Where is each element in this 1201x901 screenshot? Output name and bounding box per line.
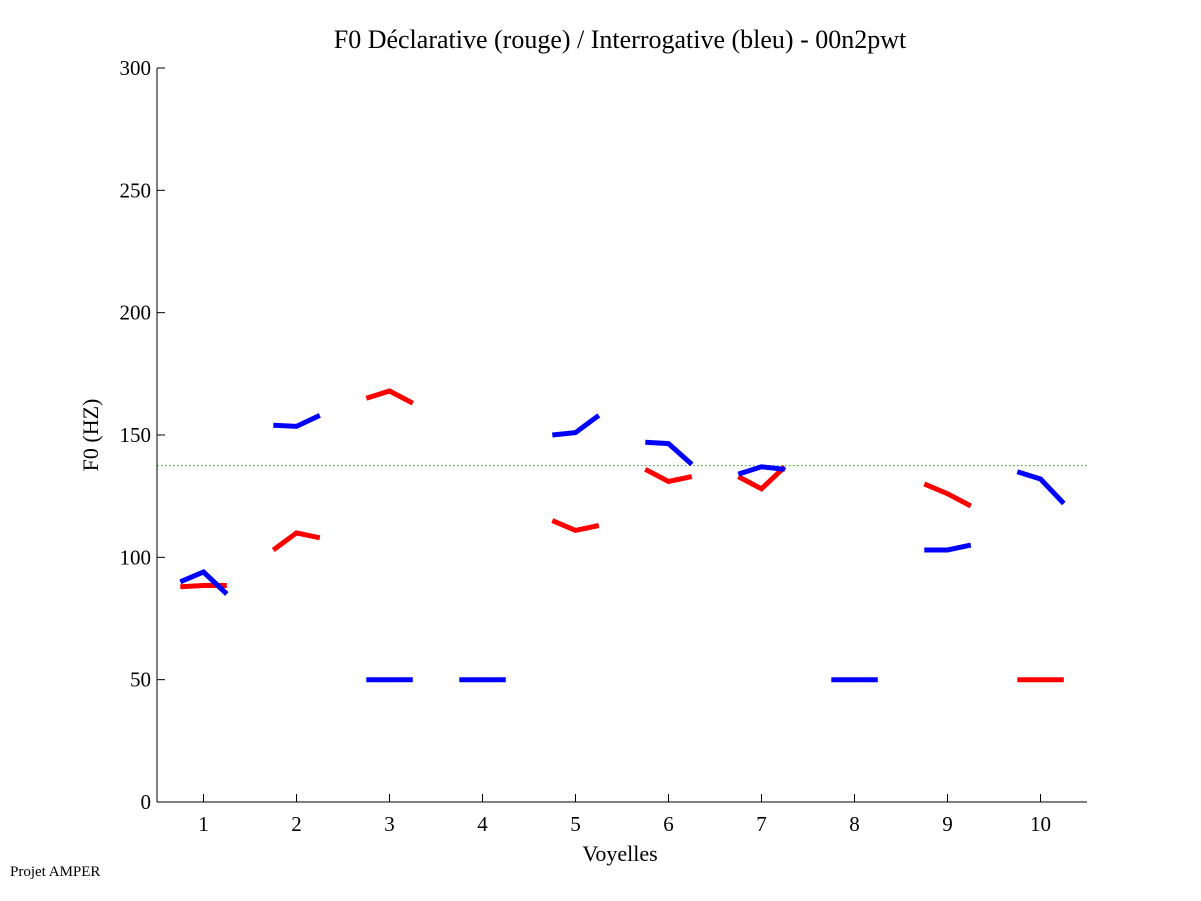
interrogative-contour-vowel-2: [273, 413, 321, 429]
x-axis-label: Voyelles: [582, 841, 657, 866]
y-tick-label: 200: [120, 301, 152, 325]
y-axis-label: F0 (HZ): [78, 399, 103, 472]
declarative-contour-vowel-6: [644, 467, 693, 485]
x-tick-label: 3: [384, 812, 395, 836]
y-tick-label: 300: [120, 56, 152, 80]
x-tick-label: 2: [291, 812, 302, 836]
y-tick-label: 50: [130, 668, 151, 692]
declarative-contour-vowel-3: [365, 388, 414, 406]
x-tick-label: 8: [849, 812, 860, 836]
x-tick-label: 6: [663, 812, 674, 836]
x-tick-label: 10: [1030, 812, 1051, 836]
chart-title: F0 Déclarative (rouge) / Interrogative (…: [334, 25, 907, 54]
interrogative-contour-vowel-9: [924, 542, 972, 553]
interrogative-contour-vowel-5: [552, 413, 601, 438]
series-interrogative: [179, 413, 1066, 683]
y-tick-label: 150: [120, 423, 152, 447]
footer-label: Projet AMPER: [10, 864, 101, 880]
x-tick-label: 4: [477, 812, 488, 836]
y-tick-label: 250: [120, 178, 152, 202]
interrogative-contour-vowel-10: [1016, 469, 1066, 506]
series-declarative: [180, 388, 1064, 683]
series-layer: [179, 388, 1066, 683]
y-tick-label: 100: [120, 545, 152, 569]
interrogative-contour-vowel-1: [179, 569, 229, 596]
x-ticks: 1 2 3 4 5 6 7 8 9 10: [198, 794, 1051, 836]
x-tick-label: 7: [756, 812, 767, 836]
plot-area: [157, 68, 1087, 802]
y-tick-label: 0: [141, 790, 152, 814]
x-tick-label: 1: [198, 812, 209, 836]
interrogative-contour-vowel-7: [737, 464, 786, 477]
x-tick-label: 9: [942, 812, 953, 836]
x-tick-label: 5: [570, 812, 581, 836]
declarative-contour-vowel-5: [551, 518, 600, 534]
declarative-contour-vowel-7: [737, 464, 787, 492]
declarative-contour-vowel-9: [923, 481, 972, 509]
interrogative-contour-vowel-6: [645, 439, 694, 467]
y-ticks: 0 50 100 150 200 250 300: [120, 56, 165, 814]
declarative-contour-vowel-2: [271, 530, 321, 553]
